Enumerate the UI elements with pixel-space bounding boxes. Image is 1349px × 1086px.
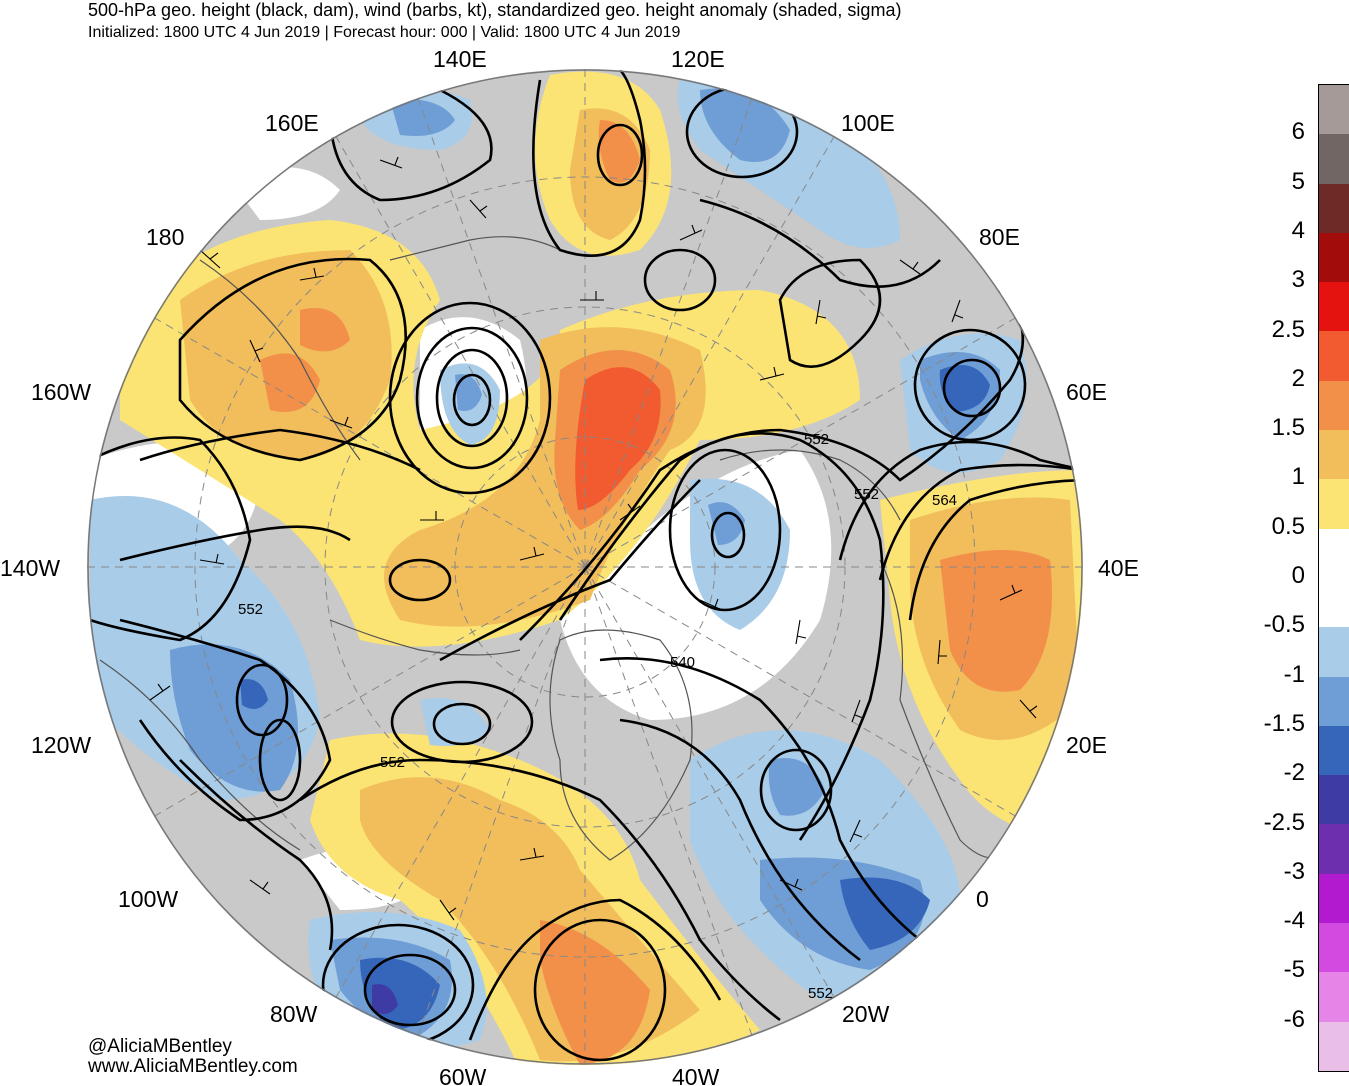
- colorbar-tick-label: -2.5: [1263, 808, 1305, 836]
- contour-label: 552: [380, 754, 405, 771]
- negative-anomaly-region: [708, 502, 745, 545]
- positive-anomaly-region: [300, 308, 350, 352]
- map-subtitle: Initialized: 1800 UTC 4 Jun 2019 | Forec…: [88, 24, 681, 41]
- colorbar-swatch: [1319, 183, 1349, 233]
- height-contours: [89, 69, 1083, 1062]
- anomaly-shading: [87, 69, 1083, 1065]
- negative-anomaly-region: [390, 99, 455, 136]
- colorbar-tick-label: -6: [1283, 1005, 1305, 1033]
- negative-anomaly-region: [700, 88, 790, 162]
- longitude-label: 160W: [31, 379, 91, 405]
- colorbar-swatch: [1319, 775, 1349, 825]
- colorbar-tick-label: 1.5: [1271, 414, 1305, 442]
- colorbar-swatch: [1319, 1021, 1349, 1071]
- negative-anomaly-region: [840, 877, 930, 950]
- colorbar-tick-label: 4: [1291, 216, 1305, 244]
- negative-anomaly-region: [768, 758, 825, 816]
- wind-barbs: [149, 156, 1038, 921]
- contour-label: 552: [808, 985, 833, 1002]
- negative-anomaly-region: [240, 679, 268, 709]
- colorbar-swatch: [1319, 380, 1349, 431]
- longitude-label: 140W: [0, 555, 60, 581]
- contour-label: 564: [932, 492, 957, 509]
- colorbar-tick-label: 1: [1291, 463, 1305, 491]
- colorbar-tick-label: -4: [1283, 907, 1305, 935]
- contour-label: 552: [238, 601, 263, 618]
- colorbar-swatch: [1319, 528, 1349, 578]
- colorbar-tick-label: 6: [1291, 118, 1305, 146]
- colorbar-swatch: [1319, 824, 1349, 874]
- colorbar-tick-label: -3: [1283, 857, 1305, 885]
- positive-anomaly-region: [598, 120, 640, 183]
- colorbar-tick-label: 2.5: [1271, 315, 1305, 343]
- colorbar-swatch: [1319, 676, 1349, 726]
- negative-anomaly-region: [939, 365, 990, 412]
- positive-anomaly-region: [260, 353, 320, 412]
- contour-label: 552: [854, 486, 879, 503]
- positive-anomaly-region: [940, 550, 1052, 692]
- contour-label: 540: [670, 654, 695, 671]
- longitude-label: 80E: [979, 224, 1020, 250]
- colorbar-tick-label: 0.5: [1271, 512, 1305, 540]
- longitude-label: 140E: [433, 46, 487, 72]
- author-handle: @AliciaMBentley: [88, 1036, 232, 1057]
- colorbar-tick-label: -1.5: [1263, 709, 1305, 737]
- longitude-label: 100E: [841, 110, 895, 136]
- longitude-label: 120E: [671, 46, 725, 72]
- colorbar-tick-label: 2: [1291, 364, 1305, 392]
- anomaly-colorbar: [1318, 84, 1349, 1072]
- coastlines: [99, 236, 1011, 861]
- colorbar-swatch: [1319, 134, 1349, 184]
- longitude-label: 60E: [1066, 379, 1107, 405]
- longitude-label: 160E: [265, 110, 319, 136]
- longitude-label: 100W: [118, 886, 178, 912]
- colorbar-swatch: [1319, 923, 1349, 973]
- positive-anomaly-region: [575, 367, 661, 510]
- longitude-label: 0: [976, 886, 989, 912]
- longitude-label: 40E: [1098, 555, 1139, 581]
- colorbar-swatch: [1319, 282, 1349, 332]
- map-title: 500-hPa geo. height (black, dam), wind (…: [88, 0, 902, 20]
- colorbar-swatch: [1319, 873, 1349, 924]
- author-website: www.AliciaMBentley.com: [88, 1056, 298, 1077]
- longitude-label: 180: [146, 224, 184, 250]
- longitude-label: 20W: [842, 1001, 890, 1027]
- colorbar-swatch: [1319, 725, 1349, 776]
- colorbar-swatch: [1319, 430, 1349, 480]
- colorbar-swatch: [1319, 232, 1349, 283]
- colorbar-tick-label: -0.5: [1263, 611, 1305, 639]
- colorbar-tick-label: 5: [1291, 167, 1305, 195]
- longitude-label: 20E: [1066, 732, 1107, 758]
- colorbar-swatch: [1319, 972, 1349, 1022]
- colorbar-swatch: [1319, 331, 1349, 381]
- colorbar-tick-label: -2: [1283, 759, 1305, 787]
- longitude-label: 120W: [31, 732, 91, 758]
- colorbar-swatch: [1319, 627, 1349, 677]
- negative-anomaly-region: [455, 374, 482, 411]
- longitude-label: 60W: [439, 1064, 487, 1086]
- colorbar-tick-label: -5: [1283, 956, 1305, 984]
- colorbar-swatch: [1319, 479, 1349, 529]
- colorbar-swatch: [1319, 85, 1349, 135]
- colorbar-swatch: [1319, 577, 1349, 628]
- colorbar-tick-label: -1: [1283, 660, 1305, 688]
- colorbar-tick-label: 0: [1291, 562, 1305, 589]
- contour-label: 552: [804, 431, 829, 448]
- lat-lon-grid: [87, 69, 1083, 1065]
- negative-anomaly-region: [372, 984, 398, 1014]
- longitude-label: 40W: [672, 1064, 720, 1086]
- map-border: [87, 69, 1083, 1065]
- negative-anomaly-region: [170, 644, 298, 792]
- longitude-label: 80W: [270, 1001, 318, 1027]
- colorbar-tick-label: 3: [1291, 266, 1305, 294]
